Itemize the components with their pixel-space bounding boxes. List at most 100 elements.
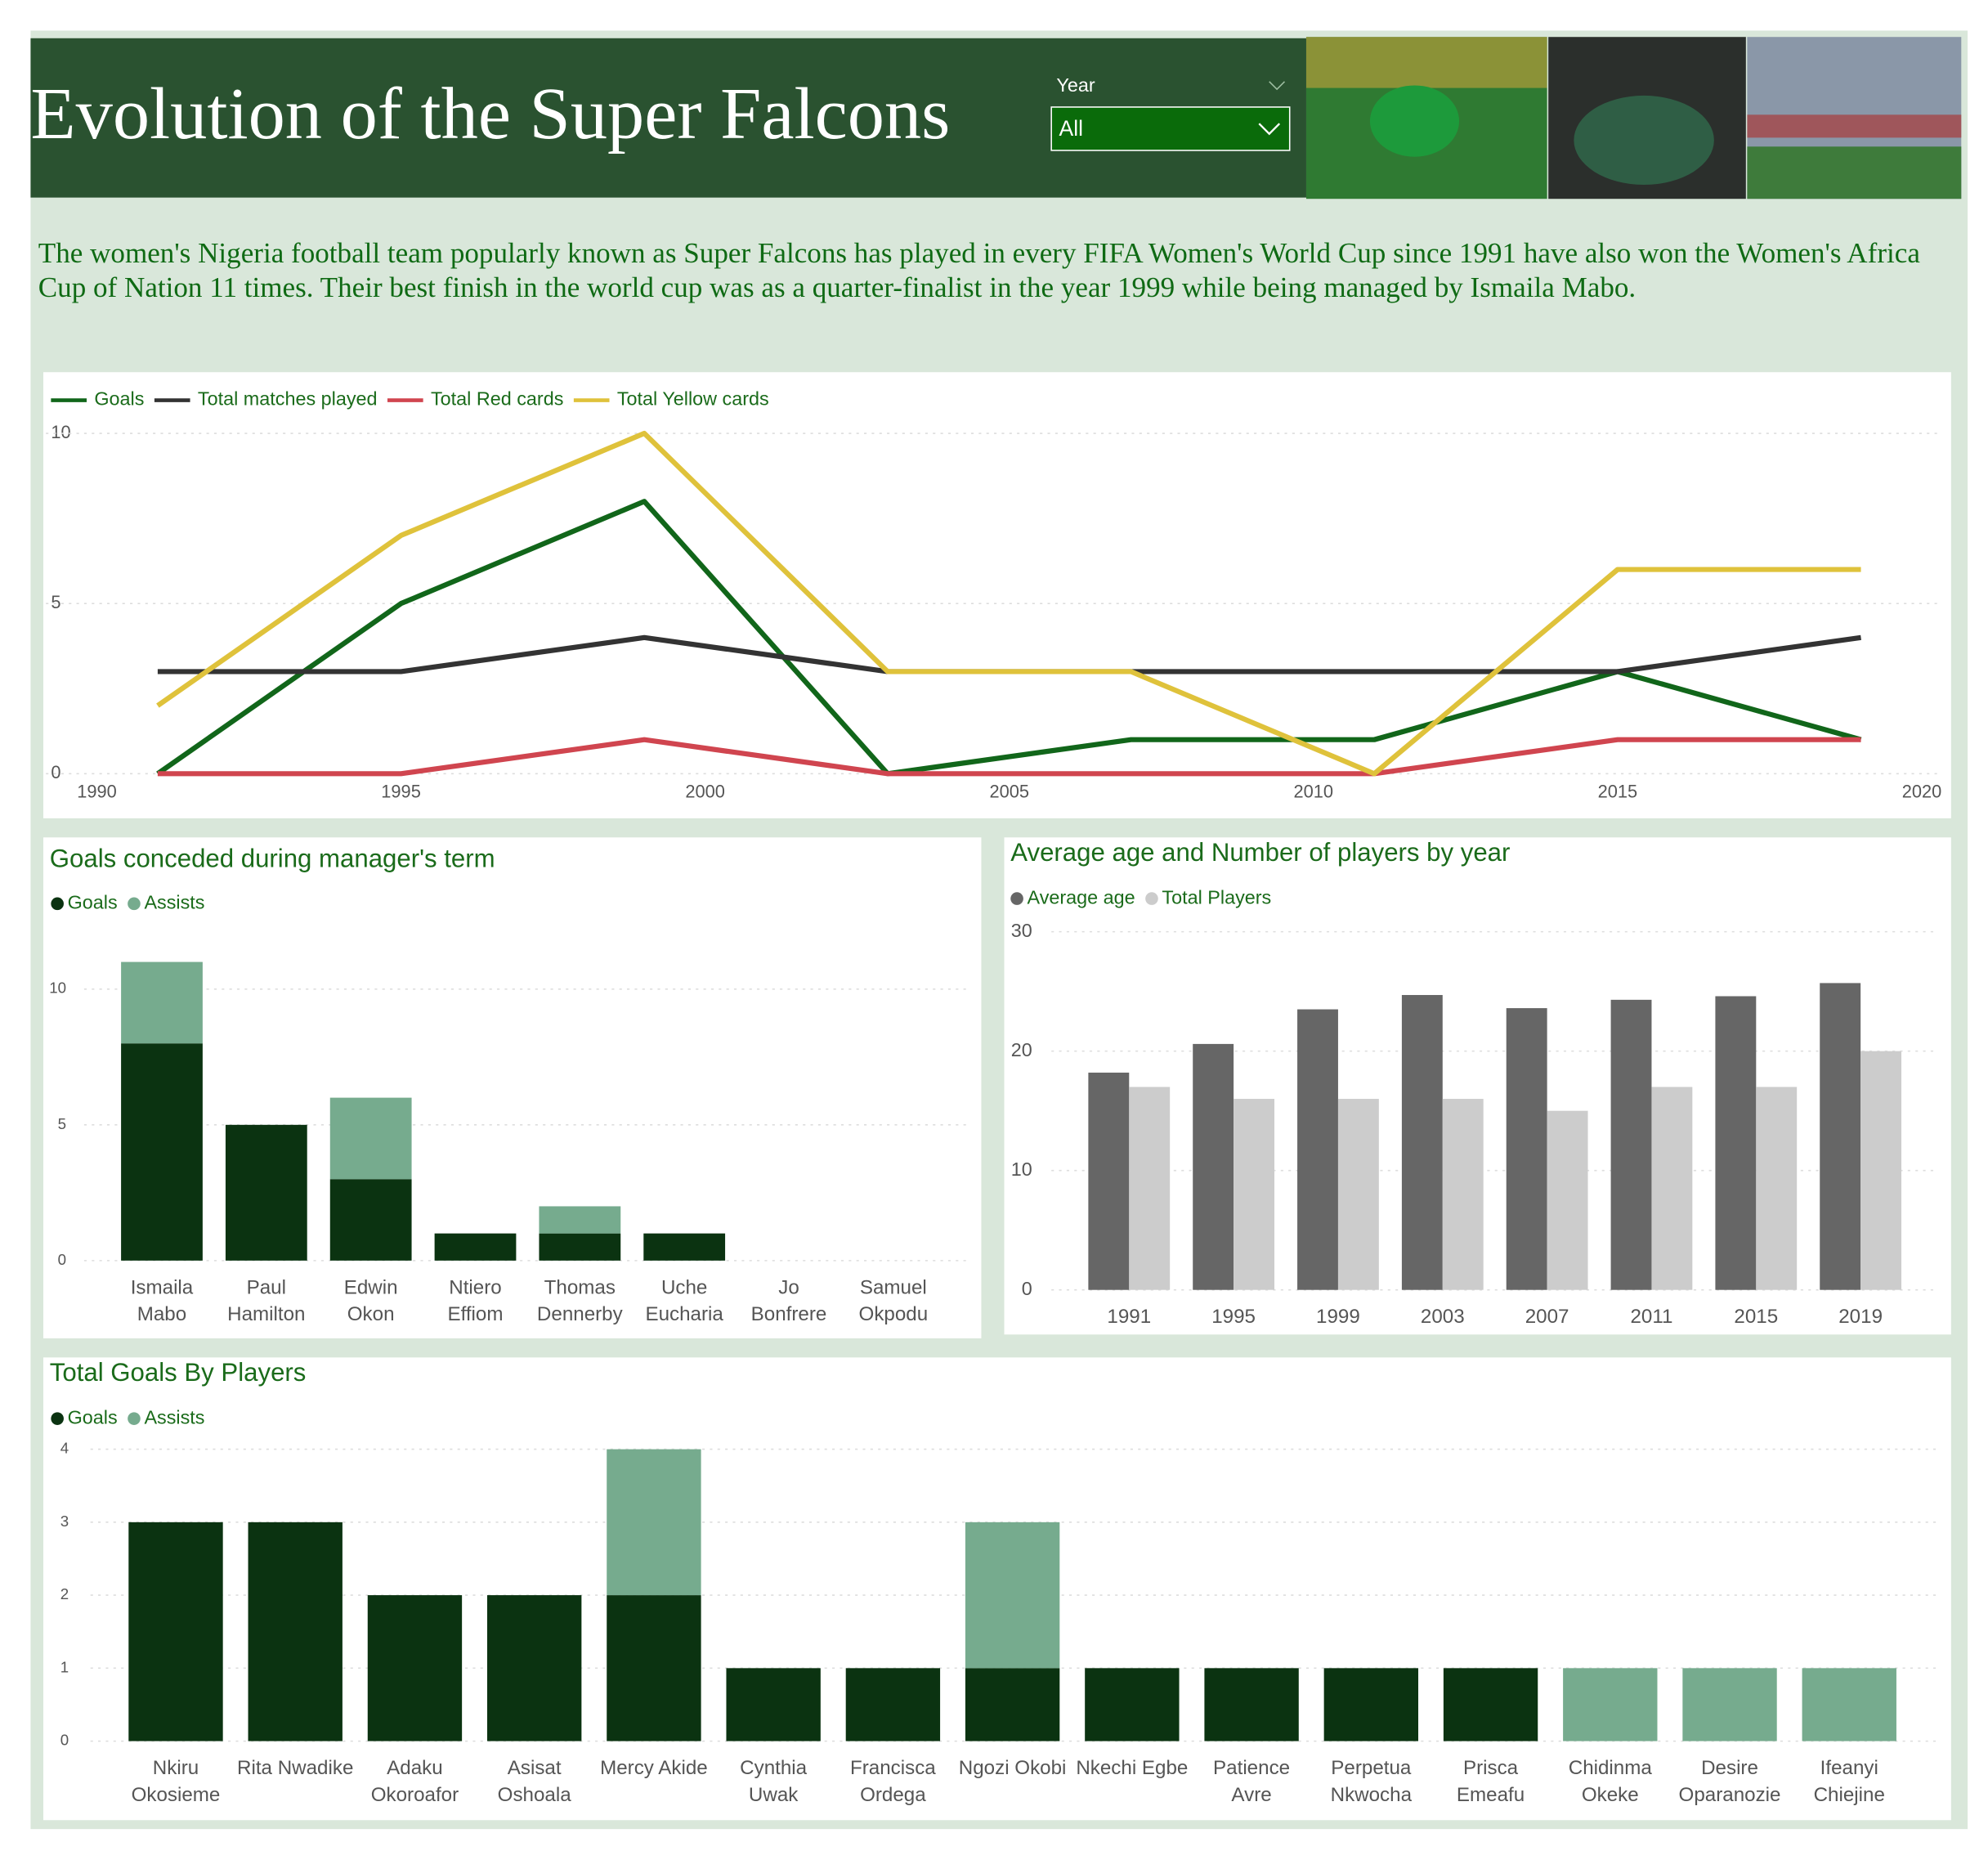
line-series <box>157 737 1861 777</box>
x-tick-label: 2011 <box>1630 1306 1673 1329</box>
bar <box>1547 1110 1588 1290</box>
bar <box>726 1668 821 1741</box>
photo-detail <box>1574 95 1714 186</box>
x-tick-label: Paul Hamilton <box>227 1277 306 1326</box>
x-tick-label: Ifeanyi Chiejine <box>1813 1757 1885 1807</box>
x-tick-label: Nkiru Okosieme <box>131 1757 221 1807</box>
bar <box>487 1595 582 1741</box>
x-tick-label: 2010 <box>1294 781 1334 801</box>
x-tick-label: Perpetua Nkwocha <box>1330 1757 1413 1807</box>
line-series <box>156 499 1862 777</box>
x-tick-label: 1995 <box>1211 1306 1256 1329</box>
legend-label: Goals <box>68 892 118 913</box>
x-tick-label: Adaku Okoroafor <box>370 1757 459 1807</box>
bar <box>121 961 203 1044</box>
legend-swatch <box>1010 892 1023 905</box>
bar <box>1234 1099 1274 1290</box>
legend-label: Total Yellow cards <box>617 388 769 410</box>
y-tick-label: 10 <box>49 979 66 997</box>
x-tick-label: Chidinma Okeke <box>1568 1757 1652 1807</box>
y-tick-label: 0 <box>58 1251 66 1268</box>
photos <box>1305 37 1962 199</box>
y-tick-label: 10 <box>1011 1159 1032 1180</box>
photo-detail <box>1747 114 1962 138</box>
x-tick-label: Asisat Oshoala <box>497 1757 571 1807</box>
x-tick-label: 2019 <box>1838 1306 1883 1329</box>
bar <box>1337 1099 1379 1290</box>
legend-swatch <box>51 1412 64 1425</box>
y-tick-label: 4 <box>60 1440 69 1457</box>
bar <box>121 1043 203 1261</box>
bar <box>1443 1668 1538 1741</box>
x-tick-label: Cynthia Uwak <box>740 1757 808 1807</box>
bar <box>1323 1668 1419 1741</box>
bar <box>1204 1668 1299 1741</box>
legend-swatch <box>51 897 64 911</box>
y-tick-label: 1 <box>60 1658 69 1675</box>
x-tick-label: Nkechi Egbe <box>1076 1757 1189 1780</box>
x-tick-label: 2003 <box>1420 1306 1465 1329</box>
y-tick-label: 0 <box>51 762 60 782</box>
bar <box>607 1449 701 1596</box>
slicer-icon <box>1269 81 1286 91</box>
bar <box>965 1522 1060 1669</box>
x-tick-label: Rita Nwadike <box>237 1757 354 1780</box>
bar <box>1085 1668 1180 1741</box>
x-tick-label: 1990 <box>77 781 117 801</box>
bar <box>1756 1087 1798 1290</box>
legend-label: Total matches played <box>198 388 378 410</box>
bar <box>329 1097 412 1180</box>
photo-detail <box>1747 146 1962 199</box>
x-tick-label: Edwin Okon <box>343 1277 398 1326</box>
slicer-value: All <box>1059 116 1083 141</box>
legend-swatch <box>1145 892 1158 905</box>
bar <box>128 1522 223 1741</box>
bar <box>845 1668 941 1741</box>
x-tick-label: 2007 <box>1525 1306 1569 1329</box>
x-tick-label: 1999 <box>1316 1306 1360 1329</box>
bar <box>1297 1009 1338 1290</box>
chart-title: Goals conceded during manager's term <box>50 845 495 873</box>
chart-title: Total Goals By Players <box>50 1358 307 1387</box>
x-tick-label: 2015 <box>1734 1306 1779 1329</box>
bar <box>539 1233 621 1261</box>
x-tick-label: 1991 <box>1107 1306 1152 1329</box>
bar <box>434 1233 517 1261</box>
y-tick-label: 20 <box>1011 1039 1032 1060</box>
slicer-dropdown[interactable] <box>1050 106 1291 151</box>
bar <box>1651 1087 1693 1290</box>
x-tick-label: Thomas Dennerby <box>536 1277 623 1326</box>
x-tick-label: Ngozi Okobi <box>958 1757 1067 1780</box>
bar <box>367 1595 463 1741</box>
x-tick-label: Mercy Akide <box>600 1757 708 1780</box>
bar <box>329 1179 412 1261</box>
bar <box>1563 1668 1658 1741</box>
y-tick-label: 30 <box>1011 920 1032 941</box>
x-tick-label: Ntiero Effiom <box>447 1277 504 1326</box>
slicer-label: Year <box>1056 74 1095 96</box>
y-tick-label: 10 <box>51 422 70 442</box>
bar <box>965 1668 1060 1741</box>
bar <box>1506 1008 1547 1290</box>
legend-label: Goals <box>68 1406 118 1427</box>
x-tick-label: 2015 <box>1598 781 1638 801</box>
bar <box>1802 1668 1896 1741</box>
x-tick-label: 2005 <box>989 781 1029 801</box>
chart-title: Average age and Number of players by yea… <box>1010 838 1510 867</box>
bar <box>1401 995 1443 1290</box>
legend-label: Average age <box>1028 886 1135 908</box>
bar <box>248 1522 343 1741</box>
legend-swatch <box>128 1412 141 1425</box>
x-tick-label: Samuel Okpodu <box>858 1277 929 1326</box>
line-series <box>156 430 1861 777</box>
x-tick-label: Francisca Ordega <box>849 1757 936 1807</box>
legend-label: Total Players <box>1162 886 1271 908</box>
y-tick-label: 5 <box>51 592 60 612</box>
bar <box>539 1206 621 1234</box>
bar <box>1610 999 1652 1290</box>
x-tick-label: Desire Oparanozie <box>1678 1757 1781 1807</box>
bar <box>1682 1668 1777 1741</box>
y-tick-label: 3 <box>60 1513 69 1530</box>
